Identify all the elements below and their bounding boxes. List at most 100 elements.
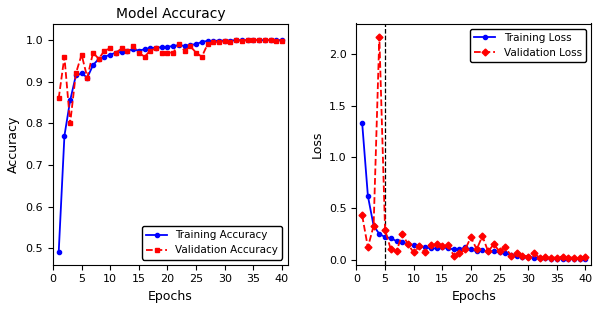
Validation Loss bbox=[496, 250, 503, 253]
Validation Accuracy bbox=[233, 38, 240, 42]
Training Accuracy bbox=[170, 44, 177, 48]
Training Loss bbox=[496, 250, 503, 254]
Training Accuracy bbox=[244, 38, 251, 42]
Training Loss bbox=[445, 246, 452, 250]
Training Loss bbox=[513, 254, 520, 257]
Validation Loss bbox=[479, 234, 486, 238]
Validation Loss bbox=[456, 252, 463, 255]
Validation Accuracy bbox=[215, 40, 223, 44]
Validation Accuracy bbox=[187, 45, 194, 48]
Validation Loss bbox=[404, 242, 412, 246]
Validation Loss bbox=[582, 255, 589, 259]
Training Accuracy bbox=[198, 40, 205, 44]
Validation Loss bbox=[370, 224, 377, 228]
Legend: Training Loss, Validation Loss: Training Loss, Validation Loss bbox=[470, 29, 586, 62]
Training Loss bbox=[456, 247, 463, 251]
Training Loss bbox=[502, 252, 509, 255]
Training Loss bbox=[519, 255, 526, 259]
Validation Accuracy bbox=[101, 49, 108, 52]
Training Accuracy bbox=[221, 39, 229, 42]
Validation Loss bbox=[536, 256, 543, 259]
Training Loss bbox=[479, 249, 486, 252]
Validation Accuracy bbox=[181, 49, 188, 52]
Training Loss bbox=[393, 239, 400, 243]
X-axis label: Epochs: Epochs bbox=[451, 290, 496, 303]
Y-axis label: Loss: Loss bbox=[310, 131, 323, 158]
Validation Accuracy bbox=[72, 72, 79, 75]
Training Accuracy bbox=[267, 38, 274, 42]
Training Loss bbox=[530, 256, 538, 259]
Validation Accuracy bbox=[124, 49, 131, 52]
Training Accuracy bbox=[72, 74, 79, 78]
Training Loss bbox=[571, 257, 578, 260]
Validation Accuracy bbox=[152, 46, 160, 50]
Training Loss bbox=[485, 250, 492, 253]
Training Loss bbox=[387, 236, 394, 240]
Validation Accuracy bbox=[261, 38, 268, 42]
Validation Accuracy bbox=[67, 122, 74, 125]
Training Accuracy bbox=[101, 55, 108, 59]
Validation Loss bbox=[542, 255, 549, 259]
Validation Accuracy bbox=[118, 46, 125, 50]
Validation Loss bbox=[490, 242, 497, 246]
Training Loss bbox=[398, 240, 406, 244]
Validation Accuracy bbox=[278, 39, 286, 43]
Validation Accuracy bbox=[95, 57, 103, 61]
Validation Loss bbox=[445, 243, 452, 247]
Validation Accuracy bbox=[55, 96, 62, 100]
Training Accuracy bbox=[95, 57, 103, 61]
Validation Accuracy bbox=[78, 53, 85, 56]
Training Loss bbox=[370, 224, 377, 228]
Validation Loss bbox=[439, 245, 446, 248]
Training Loss bbox=[559, 257, 566, 260]
Training Loss bbox=[439, 246, 446, 249]
Validation Accuracy bbox=[158, 51, 166, 55]
Training Loss bbox=[427, 246, 434, 250]
Validation Accuracy bbox=[84, 76, 91, 79]
Validation Loss bbox=[427, 243, 434, 247]
Legend: Training Accuracy, Validation Accuracy: Training Accuracy, Validation Accuracy bbox=[142, 226, 283, 259]
Training Accuracy bbox=[204, 39, 211, 43]
Training Accuracy bbox=[146, 46, 154, 50]
Validation Loss bbox=[410, 250, 417, 254]
Validation Loss bbox=[376, 35, 383, 39]
Y-axis label: Accuracy: Accuracy bbox=[7, 115, 20, 173]
Validation Loss bbox=[553, 256, 560, 259]
Validation Loss bbox=[530, 252, 538, 255]
Training Accuracy bbox=[175, 43, 182, 47]
Validation Loss bbox=[565, 256, 572, 259]
Validation Loss bbox=[467, 235, 475, 239]
Validation Accuracy bbox=[267, 38, 274, 42]
Validation Loss bbox=[433, 242, 440, 246]
Validation Loss bbox=[524, 255, 532, 259]
Validation Loss bbox=[450, 254, 457, 257]
Validation Accuracy bbox=[170, 51, 177, 55]
Validation Accuracy bbox=[209, 40, 217, 44]
Validation Accuracy bbox=[244, 38, 251, 42]
Training Loss bbox=[382, 235, 389, 239]
Validation Accuracy bbox=[193, 51, 200, 55]
Training Loss bbox=[467, 247, 475, 251]
Training Accuracy bbox=[261, 38, 268, 42]
Validation Accuracy bbox=[135, 51, 142, 55]
Validation Accuracy bbox=[227, 40, 234, 44]
Training Accuracy bbox=[227, 39, 234, 42]
Training Accuracy bbox=[135, 49, 142, 52]
Validation Loss bbox=[473, 247, 480, 251]
Training Accuracy bbox=[181, 44, 188, 48]
Line: Training Accuracy: Training Accuracy bbox=[56, 38, 284, 255]
Validation Accuracy bbox=[250, 38, 257, 42]
Line: Training Loss: Training Loss bbox=[360, 121, 587, 261]
Validation Accuracy bbox=[146, 49, 154, 52]
Training Loss bbox=[364, 194, 371, 198]
Validation Accuracy bbox=[130, 45, 137, 48]
Validation Accuracy bbox=[272, 39, 280, 43]
Validation Accuracy bbox=[107, 46, 114, 50]
Training Loss bbox=[508, 253, 515, 256]
Training Accuracy bbox=[67, 99, 74, 102]
Training Loss bbox=[490, 250, 497, 253]
Training Loss bbox=[547, 257, 554, 260]
Training Accuracy bbox=[278, 38, 286, 42]
Validation Loss bbox=[416, 245, 423, 248]
Training Loss bbox=[422, 246, 429, 249]
